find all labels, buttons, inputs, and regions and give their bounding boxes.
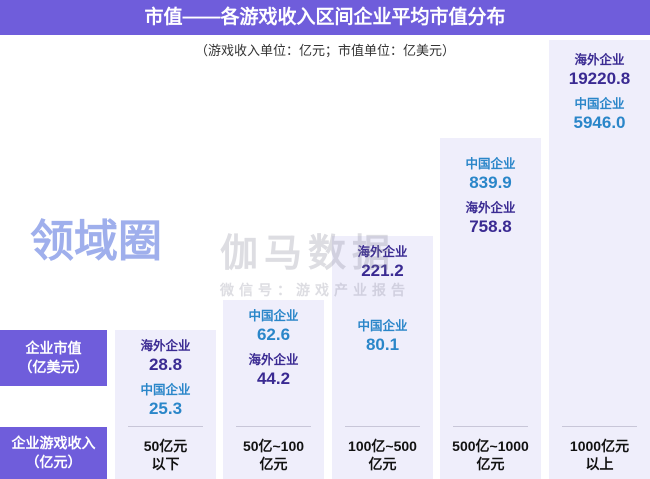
category-column: 海外企业 28.8 中国企业 25.3 50亿元以下 [115,330,216,479]
watermark-logo: 领域圈 [30,217,162,266]
overseas-value: 44.2 [256,369,291,388]
category-label-line: 50亿~100 [242,438,305,454]
overseas-label: 海外企业 [574,53,625,67]
overseas-label: 海外企业 [357,245,408,259]
value-group: 中国企业 80.1 [332,318,433,362]
overseas-value: 28.8 [148,355,183,374]
category-label: 50亿~100 亿元 [223,437,324,473]
divider [128,426,203,427]
watermark-brand: 伽马数据 [220,233,397,275]
china-label: 中国企业 [574,97,625,111]
row-label-line: 企业市值 [25,340,82,356]
row-label-line: （亿元） [25,454,82,470]
china-value: 80.1 [365,335,400,354]
row-label-line: （亿美元） [18,359,89,375]
category-label-line: 1000亿元 [569,438,630,454]
china-label: 中国企业 [248,309,299,323]
category-label-line: 500亿~1000 [452,438,529,454]
chart-subtitle: （游戏收入单位：亿元；市值单位：亿美元） [194,43,455,58]
china-label: 中国企业 [465,157,516,171]
category-label-line: 亿元 [476,456,505,472]
overseas-label: 海外企业 [465,201,516,215]
overseas-value: 19220.8 [568,69,631,88]
category-label-line: 100亿~500 [348,438,417,454]
category-label-line: 以下 [151,456,180,472]
divider [345,426,420,427]
chart-title: 市值——各游戏收入区间企业平均市值分布 [0,0,650,35]
category-label: 100亿~500 亿元 [332,437,433,473]
category-label: 1000亿元 以上 [549,437,650,473]
category-label-line: 50亿元 [143,438,188,454]
category-label-line: 以上 [585,456,614,472]
value-group: 海外企业 221.2 [332,244,433,288]
value-group: 海外企业 19220.8 中国企业 5946.0 [549,52,650,140]
china-label: 中国企业 [357,319,408,333]
value-group: 海外企业 28.8 中国企业 25.3 [115,338,216,426]
category-label: 500亿~1000 亿元 [440,437,541,473]
china-label: 中国企业 [140,383,191,397]
value-group: 中国企业 839.9 海外企业 758.8 [440,156,541,244]
china-value: 839.9 [469,173,512,192]
overseas-label: 海外企业 [248,353,299,367]
overseas-value: 758.8 [469,217,512,236]
category-label-line: 亿元 [368,456,397,472]
overseas-value: 221.2 [361,261,404,280]
value-group: 中国企业 62.6 海外企业 44.2 [223,308,324,396]
category-column: 海外企业 19220.8 中国企业 5946.0 1000亿元 以上 [549,40,650,479]
row-label-market-value: 企业市值 （亿美元） [0,330,107,386]
watermark-wechat: 微信号：游戏产业报告 [220,282,410,298]
china-value: 5946.0 [573,113,626,132]
overseas-label: 海外企业 [140,339,191,353]
divider [453,426,528,427]
divider [236,426,311,427]
category-label-line: 亿元 [259,456,288,472]
divider [562,426,637,427]
row-label-line: 企业游戏收入 [11,435,96,451]
category-column: 中国企业 62.6 海外企业 44.2 50亿~100 亿元 [223,300,324,479]
category-column: 中国企业 839.9 海外企业 758.8 500亿~1000 亿元 [440,138,541,479]
row-label-game-revenue: 企业游戏收入 （亿元） [0,427,107,479]
china-value: 62.6 [256,325,291,344]
category-column: 海外企业 221.2 中国企业 80.1 100亿~500 亿元 [332,236,433,479]
china-value: 25.3 [148,399,183,418]
category-label: 50亿元以下 [115,437,216,473]
